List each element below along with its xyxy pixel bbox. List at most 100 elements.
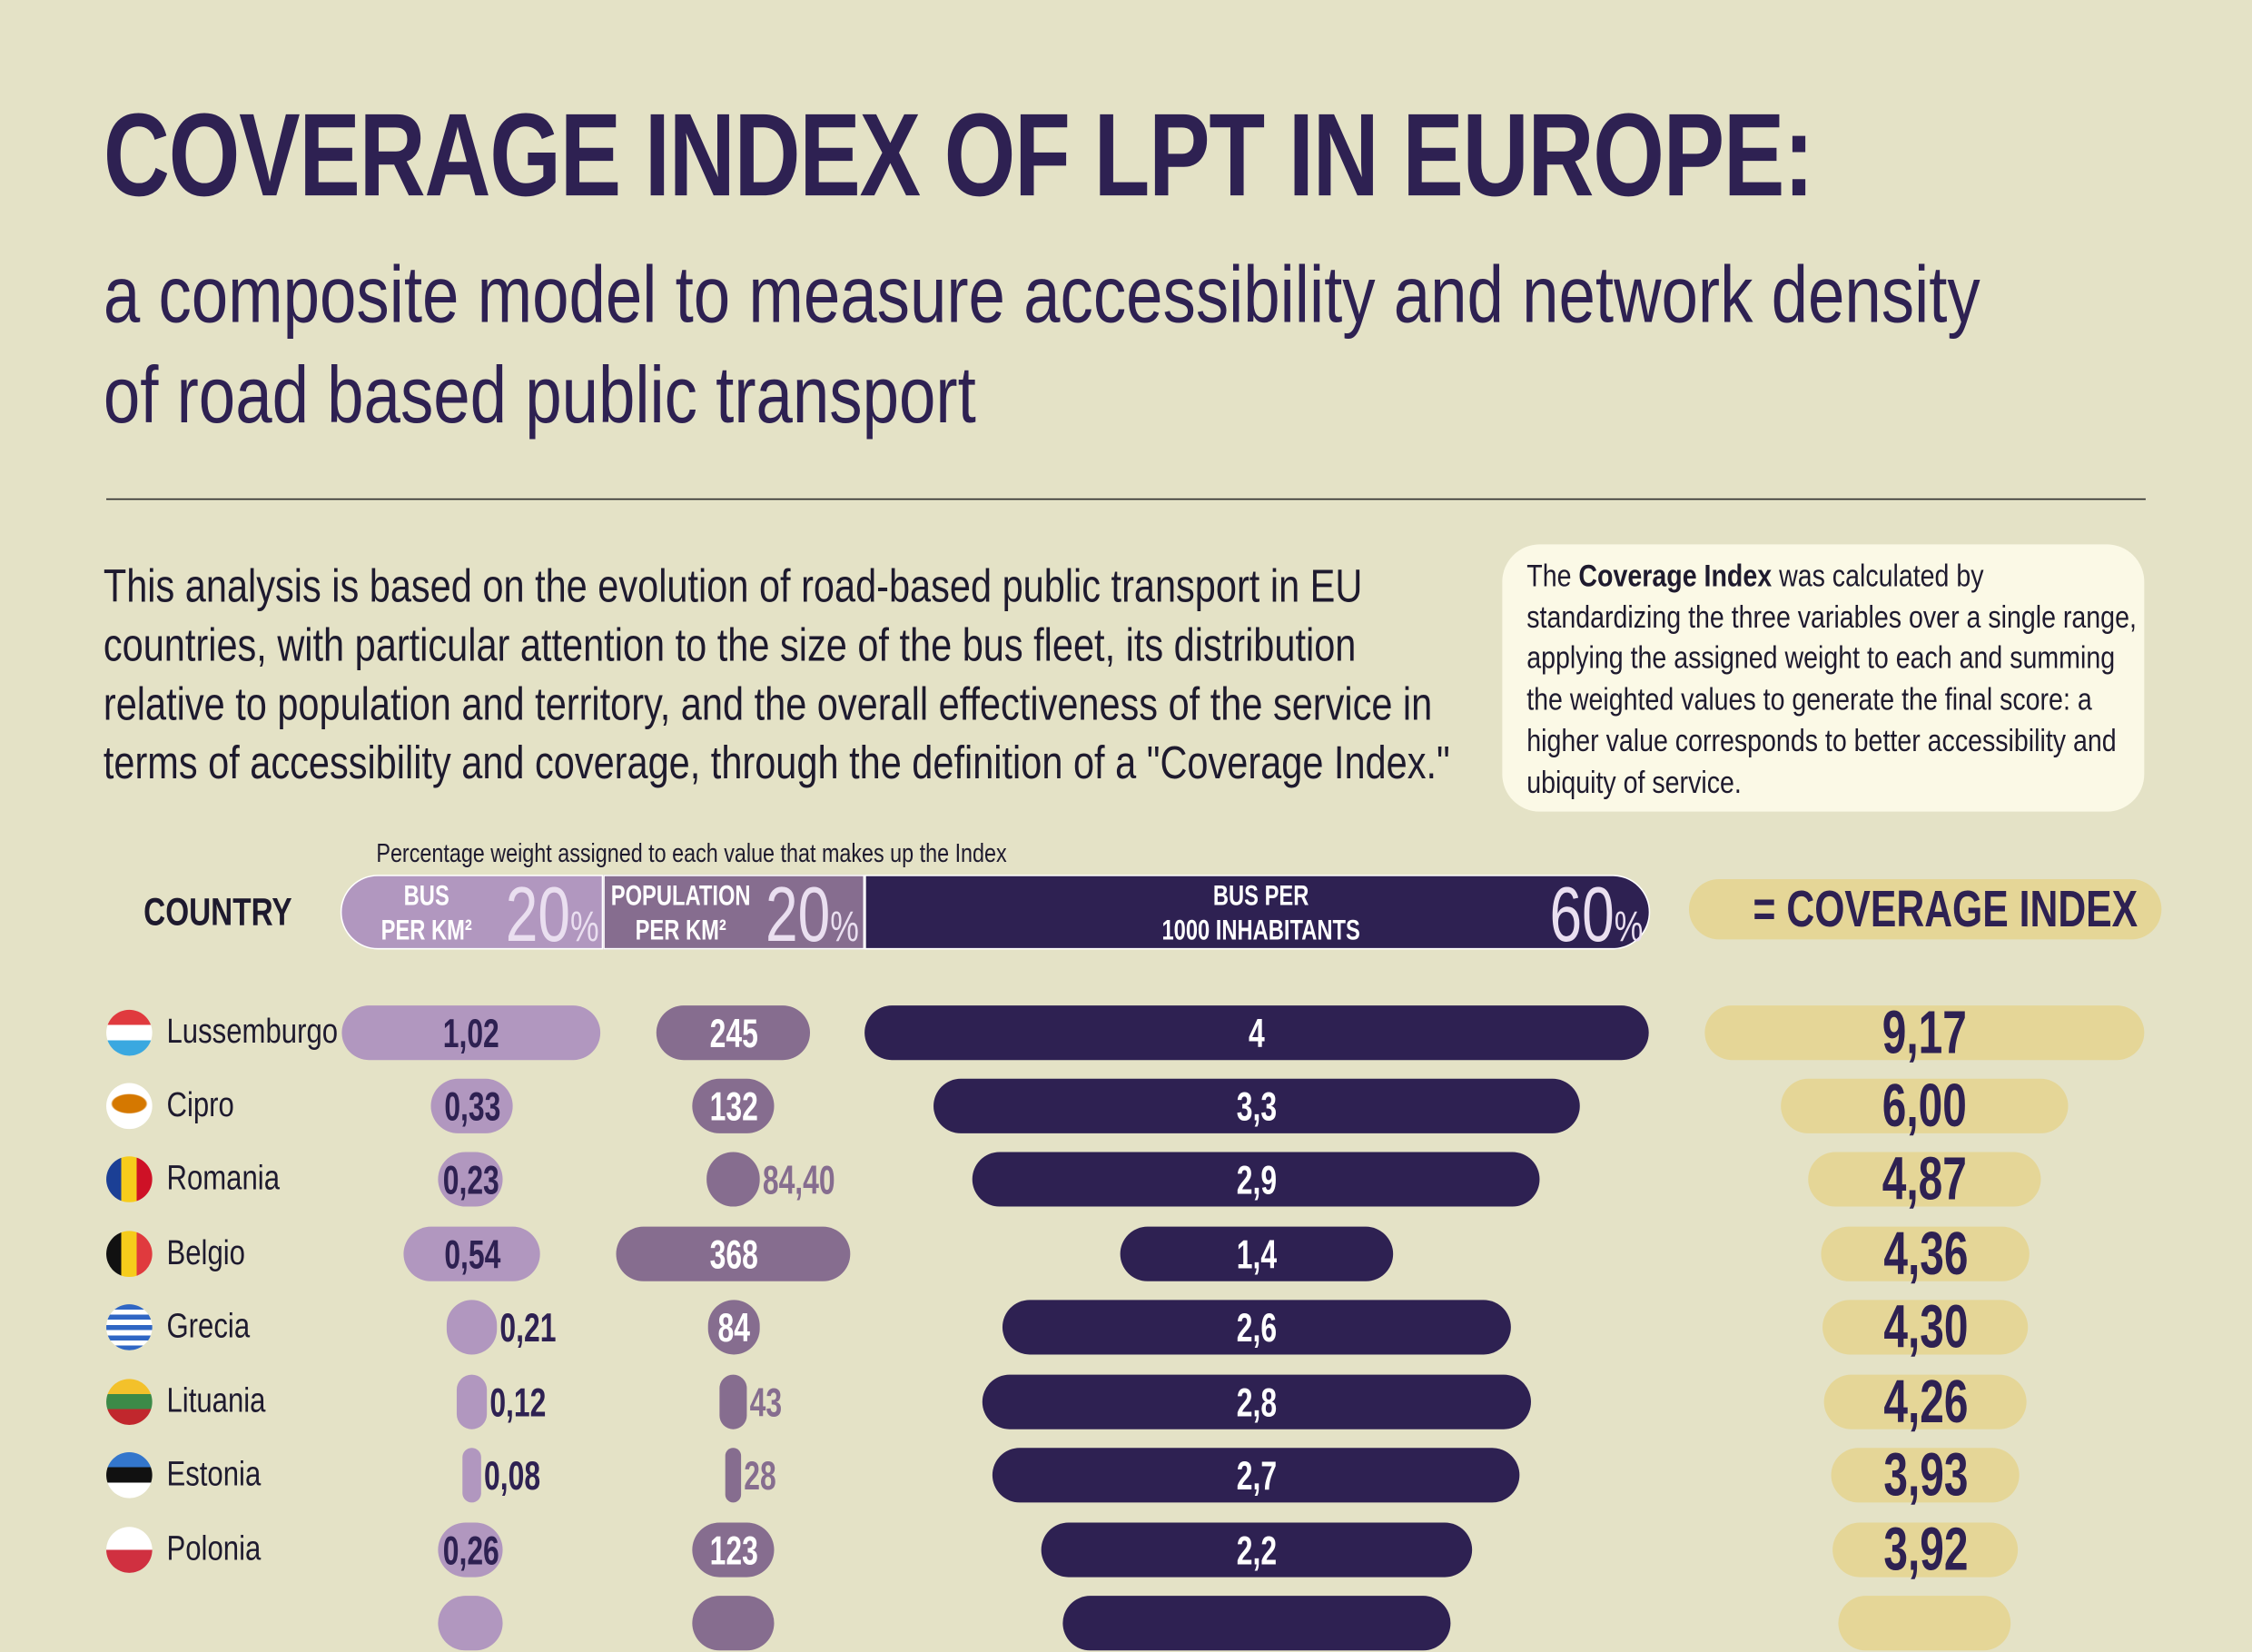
bus-per-km2-bar bbox=[403, 1226, 540, 1281]
col2-label-1: POPULATION bbox=[610, 880, 751, 913]
romania-flag-icon bbox=[106, 1156, 153, 1202]
bus-per-1000-bar bbox=[1002, 1300, 1511, 1355]
bus-per-km2-value: 0,12 bbox=[489, 1380, 547, 1425]
table-row: Cipro 0,33 132 3,3 6,00 bbox=[0, 1073, 2252, 1137]
bus-per-1000-bar bbox=[972, 1152, 1540, 1207]
bus-per-km2-bar bbox=[446, 1300, 498, 1355]
coverage-index-value: 3,92 bbox=[1882, 1515, 1968, 1583]
col1-weight-value: 20 bbox=[505, 872, 570, 958]
coverage-index-header-label: = COVERAGE INDEX bbox=[1753, 878, 2138, 938]
bus-per-1000-value: 2,2 bbox=[1236, 1528, 1278, 1573]
table-row: Grecia 0,21 84 2,6 4,30 bbox=[0, 1295, 2252, 1358]
poland-flag-icon bbox=[106, 1527, 153, 1573]
coverage-index-value: 4,30 bbox=[1882, 1292, 1968, 1360]
population-per-km2-bar bbox=[719, 1374, 747, 1429]
bus-per-1000-value: 2,8 bbox=[1236, 1380, 1278, 1425]
coverage-index-header: = COVERAGE INDEX bbox=[1688, 878, 2162, 940]
bus-per-km2-value: 0,54 bbox=[443, 1232, 500, 1278]
bus-per-1000-bar bbox=[1120, 1226, 1394, 1281]
estonia-flag-icon bbox=[106, 1451, 153, 1499]
bus-per-km2-bar bbox=[341, 1005, 601, 1061]
table-row-partial bbox=[0, 1595, 2252, 1652]
population-per-km2-bar bbox=[692, 1078, 775, 1133]
population-per-km2-bar bbox=[692, 1522, 775, 1578]
population-per-km2-value: 84 bbox=[717, 1305, 750, 1350]
country-header: COUNTRY bbox=[143, 890, 292, 935]
coverage-index-bar bbox=[1808, 1152, 2041, 1207]
bus-per-km2-bar bbox=[456, 1374, 488, 1429]
coverage-index-value: 9,17 bbox=[1882, 998, 1967, 1066]
coverage-index-value: 6,00 bbox=[1882, 1071, 1967, 1140]
population-per-km2-value: 132 bbox=[708, 1084, 758, 1130]
population-per-km2-value: 43 bbox=[749, 1380, 783, 1425]
bus-per-km2-bar bbox=[438, 1152, 503, 1207]
page-title: COVERAGE INDEX OF LPT IN EUROPE: bbox=[103, 90, 1814, 222]
subtitle-line-1: a composite model to measure accessibili… bbox=[103, 248, 1980, 340]
col3-weight-unit: % bbox=[1614, 903, 1644, 952]
population-per-km2-bar bbox=[656, 1005, 811, 1061]
country-name: Polonia bbox=[166, 1529, 262, 1569]
bus-per-km2-value: 0,33 bbox=[443, 1084, 500, 1130]
table-row: Romania 0,23 84,40 2,9 4,87 bbox=[0, 1147, 2252, 1210]
header-population-per-km2: POPULATION PER KM² 20% bbox=[603, 872, 865, 958]
weight-caption: Percentage weight assigned to each value… bbox=[376, 838, 1007, 868]
population-per-km2-value: 28 bbox=[744, 1453, 776, 1499]
coverage-index-bar bbox=[1821, 1226, 2030, 1281]
table-row: Estonia 0,08 28 2,7 3,93 bbox=[0, 1443, 2252, 1506]
page-subtitle: a composite model to measure accessibili… bbox=[104, 244, 2223, 445]
population-per-km2-value: 84,40 bbox=[762, 1157, 835, 1202]
bus-per-1000-value: 1,4 bbox=[1236, 1232, 1278, 1278]
country-name: Lussemburgo bbox=[166, 1013, 339, 1052]
coverage-index-value: 4,87 bbox=[1882, 1144, 1967, 1212]
divider bbox=[106, 498, 2146, 500]
bus-per-1000-bar bbox=[982, 1374, 1531, 1429]
infographic: COVERAGE INDEX OF LPT IN EUROPE: a compo… bbox=[0, 90, 2252, 1651]
col2-weight-value: 20 bbox=[765, 872, 831, 958]
col1-label-2: PER KM² bbox=[380, 915, 472, 947]
intro-text: This analysis is based on the evolution … bbox=[103, 559, 1450, 789]
coverage-index-bar bbox=[1822, 1300, 2029, 1355]
bus-per-km2-bar bbox=[462, 1448, 481, 1503]
bus-per-1000-bar bbox=[864, 1005, 1649, 1061]
country-name: Grecia bbox=[166, 1307, 251, 1346]
population-per-km2-bar bbox=[725, 1448, 742, 1503]
bus-per-km2-value: 0,26 bbox=[441, 1528, 499, 1573]
bus-per-1000-value: 4 bbox=[1249, 1011, 1265, 1056]
col3-label-2: 1000 INHABITANTS bbox=[1161, 915, 1360, 947]
col1-weight-unit: % bbox=[569, 903, 599, 952]
bus-per-km2-value: 1,02 bbox=[442, 1011, 499, 1056]
bus-per-1000-bar bbox=[933, 1078, 1580, 1133]
coverage-index-value: 3,93 bbox=[1882, 1440, 1968, 1509]
partial-bar bbox=[1062, 1596, 1451, 1651]
note-rest: was calculated by standardizing the thre… bbox=[1526, 559, 2137, 800]
table-row: Belgio 0,54 368 1,4 4,36 bbox=[0, 1222, 2252, 1285]
population-per-km2-value: 368 bbox=[708, 1232, 758, 1278]
bus-per-1000-value: 2,6 bbox=[1236, 1305, 1278, 1350]
bus-per-km2-value: 0,21 bbox=[499, 1305, 557, 1350]
population-per-km2-bar bbox=[707, 1300, 760, 1355]
table-row: Polonia 0,26 123 2,2 3,92 bbox=[0, 1518, 2252, 1581]
note-bold: Coverage Index bbox=[1578, 559, 1773, 594]
country-name: Estonia bbox=[166, 1455, 262, 1494]
population-per-km2-value: 245 bbox=[708, 1011, 758, 1056]
col3-weight: 60% bbox=[1550, 870, 1644, 959]
country-name: Romania bbox=[166, 1159, 281, 1199]
col2-label-2: PER KM² bbox=[635, 915, 726, 947]
header-bus-per-1000: BUS PER 1000 INHABITANTS 60% bbox=[864, 872, 1651, 958]
partial-bar bbox=[692, 1596, 775, 1651]
coverage-index-bar bbox=[1832, 1522, 2019, 1578]
table-row: Lussemburgo 1,02 245 4 9,17 bbox=[0, 998, 2252, 1066]
table-row: Lituania 0,12 43 2,8 4,26 bbox=[0, 1370, 2252, 1433]
bus-per-km2-value: 0,23 bbox=[441, 1157, 499, 1202]
population-per-km2-bar bbox=[616, 1226, 851, 1281]
bus-per-1000-value: 2,9 bbox=[1235, 1157, 1277, 1202]
belgium-flag-icon bbox=[106, 1231, 153, 1278]
lithuania-flag-icon bbox=[106, 1379, 153, 1425]
note-prefix: The bbox=[1526, 559, 1579, 594]
bus-per-km2-bar bbox=[438, 1522, 503, 1578]
country-name: Cipro bbox=[166, 1085, 234, 1125]
country-name: Belgio bbox=[166, 1233, 245, 1273]
bus-per-km2-value: 0,08 bbox=[483, 1453, 541, 1499]
population-per-km2-value: 123 bbox=[708, 1528, 758, 1573]
coverage-index-value: 4,36 bbox=[1882, 1219, 1968, 1288]
